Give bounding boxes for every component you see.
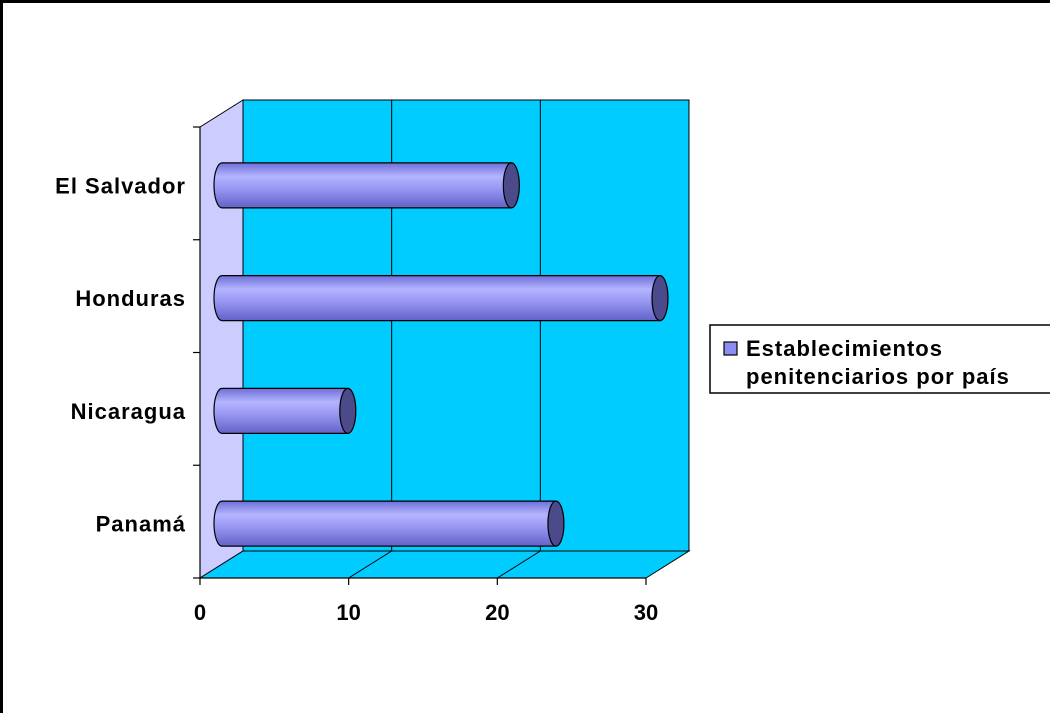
bar-body bbox=[213, 275, 661, 322]
floor-gridline bbox=[348, 550, 392, 579]
category-label: Honduras bbox=[75, 286, 186, 311]
x-tick-label: 0 bbox=[194, 600, 206, 625]
bar-end-cap bbox=[339, 387, 357, 434]
legend-label-line-1: Establecimientos bbox=[746, 336, 943, 361]
bars bbox=[213, 162, 669, 547]
floor bbox=[198, 550, 691, 579]
legend-label-line-2: penitenciarios por país bbox=[746, 364, 1010, 389]
bar-end-cap bbox=[502, 162, 520, 209]
x-tick-label: 10 bbox=[336, 600, 360, 625]
x-tick-label: 20 bbox=[485, 600, 509, 625]
category-label: El Salvador bbox=[55, 173, 186, 198]
legend-box bbox=[709, 324, 1050, 394]
legend-swatch bbox=[723, 341, 738, 356]
category-labels: El Salvador Honduras Nicaragua Panamá bbox=[55, 173, 186, 537]
bar bbox=[213, 387, 357, 434]
bar-end-cap bbox=[547, 500, 565, 547]
category-axis bbox=[193, 126, 201, 579]
category-label: Nicaragua bbox=[71, 399, 186, 424]
bar-body bbox=[213, 500, 557, 547]
bar bbox=[213, 275, 669, 322]
bar bbox=[213, 500, 565, 547]
category-label: Panamá bbox=[96, 512, 186, 537]
bar-body bbox=[213, 387, 349, 434]
bar-body bbox=[213, 162, 512, 209]
floor-gridline bbox=[497, 550, 541, 579]
x-tick-label: 30 bbox=[634, 600, 658, 625]
value-axis: 0 10 20 30 bbox=[194, 577, 658, 625]
bar bbox=[213, 162, 520, 209]
bar-end-cap bbox=[651, 275, 669, 322]
legend: Establecimientos penitenciarios por país bbox=[709, 324, 1050, 394]
